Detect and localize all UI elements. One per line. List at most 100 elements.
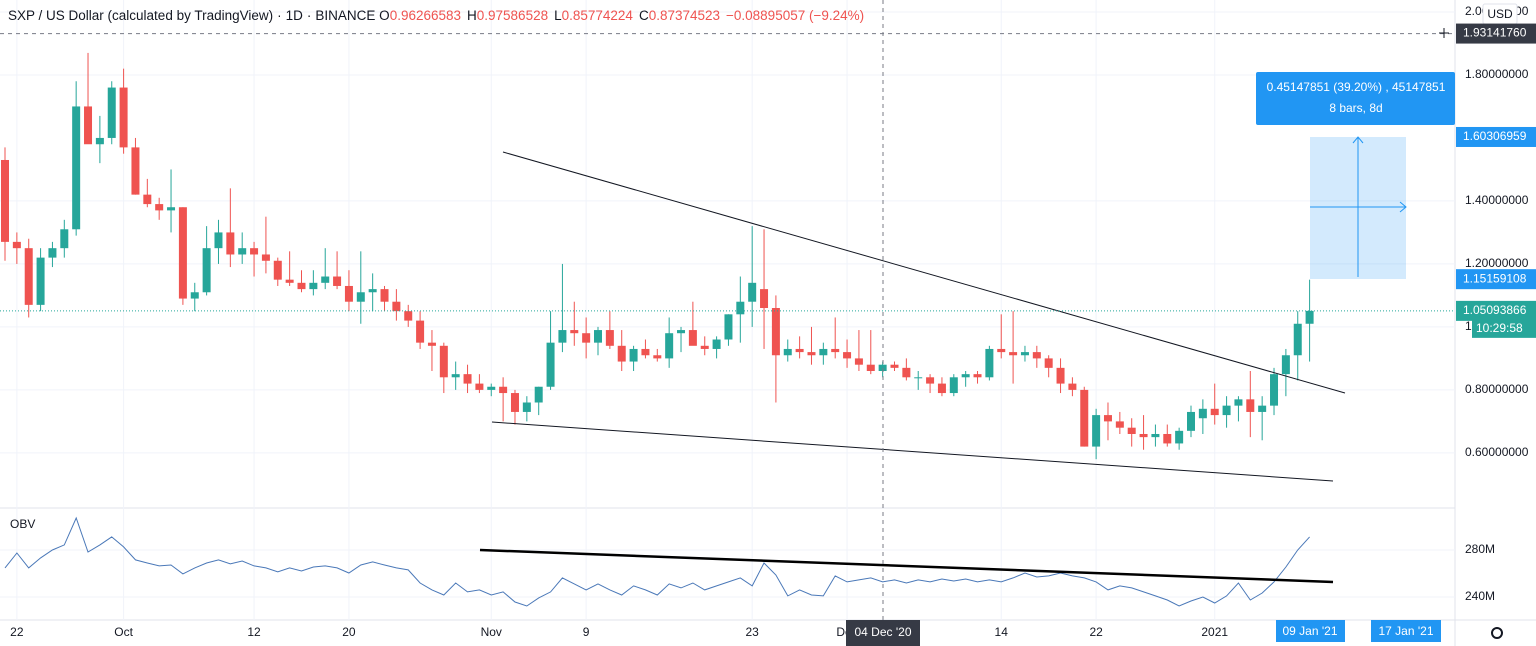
measure-from: 1.15159108 (1463, 271, 1527, 285)
candle-body (143, 194, 152, 205)
candle-body (748, 282, 757, 302)
exchange: BINANCE (315, 8, 376, 23)
candle-body (155, 204, 164, 211)
candle-body (131, 147, 140, 195)
candle-body (1163, 433, 1172, 444)
currency[interactable]: USD (1487, 7, 1513, 21)
candle-body (427, 342, 436, 346)
obv-trendline[interactable] (479, 548, 1334, 584)
candle-body (736, 301, 745, 315)
candle-body (843, 352, 852, 359)
candle-body (226, 232, 235, 255)
candle-body (1222, 405, 1231, 416)
x-tick-label: 9 (583, 625, 590, 639)
candle-body (582, 333, 591, 343)
lower-trendline[interactable] (491, 421, 1334, 482)
current-price-badge (1456, 300, 1536, 321)
candle-body (273, 260, 282, 280)
candle-body (95, 137, 104, 145)
measure-to-badge (1456, 126, 1536, 147)
measure-arrow (1352, 136, 1364, 144)
high-key: H (467, 8, 477, 23)
measure-end: 17 Jan '21 (1378, 624, 1433, 638)
close: 0.87374523 (648, 8, 721, 23)
candle-body (760, 289, 769, 309)
candle-body (1032, 352, 1041, 359)
candle-body (1115, 421, 1124, 428)
symbol: SXP / US Dollar (calculated by TradingVi… (8, 8, 274, 23)
candle-body (902, 367, 911, 378)
candle-body (890, 364, 899, 368)
candle-body (914, 377, 923, 379)
measure-end-badge (1371, 620, 1441, 642)
candle-body (167, 207, 176, 211)
countdown-badge (1472, 319, 1536, 338)
candle-body (1092, 415, 1101, 447)
candle-body (84, 106, 93, 145)
x-tick-label: 12 (247, 625, 261, 639)
candle-body (1198, 408, 1207, 419)
candle-body (107, 87, 116, 138)
open: 0.96266583 (389, 8, 462, 23)
x-tick-label: Nov (481, 625, 502, 639)
current-price: 1.05093866 (1463, 303, 1527, 317)
close-key: C (638, 8, 649, 23)
candle-body (617, 345, 626, 362)
candle-body (1305, 310, 1314, 324)
settings-icon[interactable] (1491, 627, 1503, 639)
candle-body (321, 276, 330, 283)
current-time-badge (1276, 620, 1345, 642)
candle-body (629, 348, 638, 362)
candle-body (510, 393, 519, 412)
open-key: O (379, 8, 390, 23)
candle-body (1068, 383, 1077, 390)
candle-body (795, 348, 804, 353)
legend: SXP / US Dollar (calculated by TradingVi… (8, 8, 865, 23)
candle-body (546, 342, 555, 387)
candle-body (309, 282, 318, 290)
candle-body (1210, 408, 1219, 416)
x-tick-label: 22 (10, 625, 24, 639)
candle-body (1281, 355, 1290, 375)
candle-body (1044, 358, 1053, 368)
candle-body (250, 248, 259, 255)
candle-body (1103, 415, 1112, 422)
candle-body (1258, 405, 1267, 412)
candle-body (926, 377, 935, 384)
candle-body (356, 292, 365, 302)
candle-body (36, 257, 45, 305)
low-key: L (554, 8, 562, 23)
candle-body (487, 386, 496, 390)
candle-body (985, 348, 994, 378)
y-tick-label: 1.20000000 (1465, 256, 1529, 270)
candle-body (475, 383, 484, 390)
candle-body (534, 386, 543, 403)
obv-line (4, 516, 1310, 607)
change: −0.08895057 (−9.24%) (726, 8, 865, 23)
candle-body (558, 330, 567, 343)
candle-body (392, 301, 401, 312)
candle-body (997, 348, 1006, 353)
measure-bars: 8 bars, 8d (1329, 101, 1382, 115)
candle-body (807, 352, 816, 356)
candle-body (1293, 323, 1302, 356)
candle-body (60, 229, 69, 249)
high: 0.97586528 (476, 8, 549, 23)
y-tick-label: 280M (1465, 542, 1495, 556)
x-tick-label: 20 (342, 625, 356, 639)
candle-body (665, 333, 674, 359)
measure-to: 1.60306959 (1463, 129, 1527, 143)
candle-body (439, 345, 448, 378)
candle-body (570, 330, 579, 334)
candle-body (819, 348, 828, 356)
upper-trendline[interactable] (502, 151, 1346, 394)
low: 0.85774224 (561, 8, 633, 23)
candle-body (463, 374, 472, 384)
y-tick-label: 0.60000000 (1465, 445, 1529, 459)
candle-body (24, 248, 33, 305)
candle-body (724, 314, 733, 340)
candle-body (605, 330, 614, 346)
current-time: 09 Jan '21 (1282, 624, 1337, 638)
candle-body (72, 106, 81, 230)
